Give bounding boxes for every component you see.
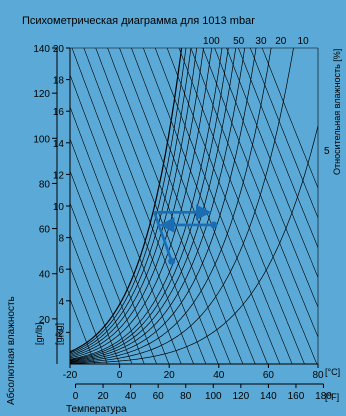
x-celsius-tick-label: 0 [117,370,123,381]
process-segment-cooling [153,211,173,262]
enthalpy-line [83,48,207,364]
enthalpy-line [71,48,194,364]
chart-grid-layer [70,48,318,364]
x-fahrenheit-tick-label: 140 [260,391,277,402]
x-fahrenheit-tick-label: 120 [233,391,250,402]
process-point-end [168,257,176,265]
x-fahrenheit-tick-label: 40 [125,391,137,402]
y-grlb-tick-label: 120 [33,89,50,100]
x-fahrenheit-tick-label: 80 [180,391,192,402]
y-gkg-tick-label: 16 [53,107,65,118]
x-fahrenheit-tick-label: 60 [153,391,165,402]
rh-curve-35 [70,48,229,361]
celsius-unit-label: [°C] [325,367,340,377]
enthalpy-line [119,48,244,364]
rh-curve-15 [70,48,272,363]
rh-axis-label: Относительная влажность [%] [332,49,342,175]
y-gkg-tick-label: 2 [58,328,64,339]
enthalpy-line [154,48,281,364]
rh-top-label: 30 [255,36,267,47]
rh-side-label: 5 [324,146,330,157]
enthalpy-line [131,48,256,364]
rh-curve-60 [70,48,204,358]
enthalpy-line [249,48,318,218]
enthalpy-line [107,48,231,364]
x-celsius-tick-label: 20 [164,370,176,381]
rh-curve-10 [70,48,294,364]
rh-curve-70 [70,48,198,356]
enthalpy-line [70,298,96,364]
absolute-humidity-label: Абсолютная влажность [5,296,17,405]
y-grlb-tick-label: 40 [39,270,51,281]
x-celsius-tick-label: 40 [213,370,225,381]
y-grlb-tick-label: 140 [33,44,50,55]
enthalpy-line [95,48,219,364]
enthalpy-line [70,266,108,364]
y-gkg-tick-label: 18 [53,76,65,87]
enthalpy-line [261,48,318,189]
rh-curve-80 [70,48,192,355]
rh-curve-50 [70,48,213,359]
y-gkg-tick-label: 4 [58,297,64,308]
process-point-start [210,221,218,229]
enthalpy-line [70,106,170,364]
x-celsius-tick-label: 60 [263,370,275,381]
x-fahrenheit-tick-label: 100 [205,391,222,402]
x-fahrenheit-tick-label: 0 [73,391,79,402]
x-fahrenheit-tick-label: 160 [288,391,305,402]
x-celsius-tick-label: 80 [312,370,324,381]
enthalpy-line [70,74,182,364]
process-path-layer [153,204,218,265]
rh-curve-20 [70,48,257,362]
enthalpy-line [190,48,318,364]
enthalpy-line [143,48,268,364]
rh-curve-30 [70,48,237,361]
enthalpy-line [178,48,305,364]
rh-curves-layer [70,48,318,364]
enthalpy-line [238,48,318,248]
rh-top-label: 100 [203,36,220,47]
enthalpy-line [70,138,157,364]
enthalpy-line [70,202,133,364]
rh-top-label: 20 [275,36,287,47]
x-axis-label: Температура [66,404,127,415]
rh-curve-25 [70,48,246,362]
enthalpy-line [70,170,145,364]
gkg-unit-label: [g/kg] [54,323,64,345]
rh-curve-40 [70,48,223,360]
enthalpy-line [202,48,318,338]
y-gkg-tick-label: 8 [58,234,64,245]
y-grlb-tick-label: 100 [33,134,50,145]
rh-top-label: 10 [298,36,310,47]
enthalpy-line [226,48,318,278]
grlb-unit-label: [gr/lb] [34,322,44,345]
x-celsius-tick-label: -20 [63,370,78,381]
y-grlb-tick-label: 60 [39,225,51,236]
enthalpy-line [214,48,318,308]
enthalpy-line [166,48,293,364]
rh-curve-90 [70,48,187,354]
y-grlb-tick-label: 80 [39,179,51,190]
y-gkg-tick-label: 20 [53,44,65,55]
chart-title: Психометрическая диаграмма для 1013 mbar [22,15,255,27]
x-fahrenheit-tick-label: 180 [315,391,332,402]
x-fahrenheit-tick-label: 20 [98,391,110,402]
rh-curve-100 [70,48,183,353]
y-gkg-tick-label: 12 [53,170,65,181]
fahrenheit-unit-label: [°F] [325,392,339,402]
y-gkg-tick-label: 10 [53,202,65,213]
y-gkg-tick-label: 6 [58,265,64,276]
y-gkg-tick-label: 14 [53,139,65,150]
y-grlb-tick-label: 20 [39,315,51,326]
rh-curve-5 [70,125,318,364]
rh-top-label: 50 [233,36,245,47]
